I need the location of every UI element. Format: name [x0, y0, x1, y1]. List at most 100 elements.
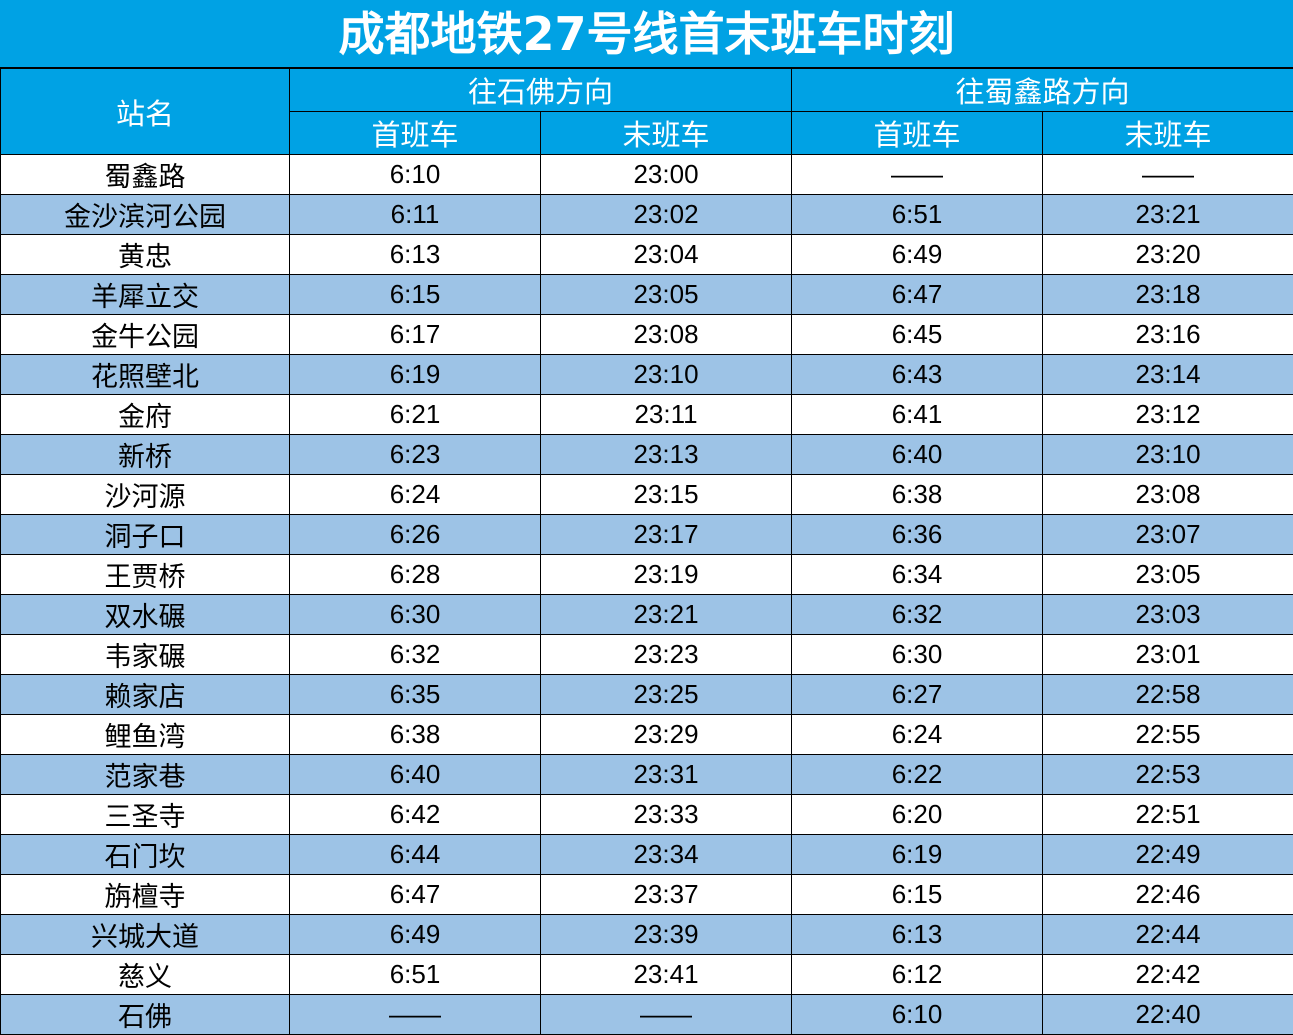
first-train-shuxinlu-cell: 6:27	[792, 675, 1043, 715]
first-train-shifo-cell: 6:35	[290, 675, 541, 715]
first-train-shuxinlu-cell: 6:19	[792, 835, 1043, 875]
last-train-shifo-cell: 23:05	[541, 275, 792, 315]
station-name-cell: 蜀鑫路	[1, 155, 290, 195]
station-name-cell: 旃檀寺	[1, 875, 290, 915]
first-train-shifo-cell: 6:51	[290, 955, 541, 995]
last-train-shifo-cell: 23:13	[541, 435, 792, 475]
last-train-shifo-cell: 23:15	[541, 475, 792, 515]
station-name-cell: 慈义	[1, 955, 290, 995]
last-train-shuxinlu-cell: 22:55	[1043, 715, 1293, 755]
header-first-train: 首班车	[290, 112, 541, 155]
station-name-cell: 金沙滨河公园	[1, 195, 290, 235]
last-train-shifo-cell: 23:17	[541, 515, 792, 555]
first-train-shifo-cell: 6:15	[290, 275, 541, 315]
first-train-shifo-cell: 6:30	[290, 595, 541, 635]
first-train-shifo-cell: 6:49	[290, 915, 541, 955]
first-train-shuxinlu-cell: 6:22	[792, 755, 1043, 795]
header-first-train: 首班车	[792, 112, 1043, 155]
station-name-cell: 洞子口	[1, 515, 290, 555]
first-train-shuxinlu-cell: 6:41	[792, 395, 1043, 435]
first-train-shifo-cell: 6:21	[290, 395, 541, 435]
first-train-shifo-cell: 6:17	[290, 315, 541, 355]
first-train-shuxinlu-cell: 6:30	[792, 635, 1043, 675]
last-train-shifo-cell: 23:31	[541, 755, 792, 795]
first-train-shuxinlu-cell: 6:49	[792, 235, 1043, 275]
station-name-cell: 新桥	[1, 435, 290, 475]
station-name-cell: 三圣寺	[1, 795, 290, 835]
first-train-shuxinlu-cell: 6:32	[792, 595, 1043, 635]
first-train-shuxinlu-cell: 6:34	[792, 555, 1043, 595]
last-train-shifo-cell: 23:19	[541, 555, 792, 595]
station-name-cell: 韦家碾	[1, 635, 290, 675]
last-train-shifo-cell: 23:39	[541, 915, 792, 955]
station-name-cell: 赖家店	[1, 675, 290, 715]
last-train-shuxinlu-cell: 22:53	[1043, 755, 1293, 795]
first-train-shuxinlu-cell: 6:24	[792, 715, 1043, 755]
last-train-shuxinlu-cell: 23:10	[1043, 435, 1293, 475]
last-train-shifo-cell: 23:11	[541, 395, 792, 435]
last-train-shuxinlu-cell: 23:03	[1043, 595, 1293, 635]
timetable-sheet: 成都地铁27号线首末班车时刻 站名 往石佛方向 往蜀鑫路方向 首班车 末班车 首…	[0, 0, 1293, 985]
first-train-shifo-cell: 6:42	[290, 795, 541, 835]
last-train-shuxinlu-cell: 23:21	[1043, 195, 1293, 235]
last-train-shifo-cell: 23:04	[541, 235, 792, 275]
page-title: 成都地铁27号线首末班车时刻	[0, 0, 1293, 68]
first-train-shifo-cell: 6:32	[290, 635, 541, 675]
first-train-shuxinlu-cell: 6:20	[792, 795, 1043, 835]
last-train-shifo-cell: 23:37	[541, 875, 792, 915]
last-train-shifo-cell: 23:25	[541, 675, 792, 715]
first-train-shifo-cell: 6:23	[290, 435, 541, 475]
first-train-shuxinlu-cell: 6:45	[792, 315, 1043, 355]
station-name-cell: 兴城大道	[1, 915, 290, 955]
last-train-shuxinlu-cell: 23:16	[1043, 315, 1293, 355]
station-name-cell: 王贾桥	[1, 555, 290, 595]
first-train-shuxinlu-cell: ——	[792, 155, 1043, 195]
first-train-shuxinlu-cell: 6:40	[792, 435, 1043, 475]
station-name-cell: 沙河源	[1, 475, 290, 515]
first-train-shuxinlu-cell: 6:51	[792, 195, 1043, 235]
station-name-cell: 黄忠	[1, 235, 290, 275]
last-train-shifo-cell: 23:21	[541, 595, 792, 635]
last-train-shifo-cell: 23:23	[541, 635, 792, 675]
first-train-shifo-cell: 6:26	[290, 515, 541, 555]
first-train-shuxinlu-cell: 6:36	[792, 515, 1043, 555]
first-train-shifo-cell: ——	[290, 995, 541, 1035]
header-direction-shifo: 往石佛方向	[290, 69, 792, 112]
header-last-train: 末班车	[541, 112, 792, 155]
first-train-shuxinlu-cell: 6:10	[792, 995, 1043, 1035]
last-train-shuxinlu-cell: 22:46	[1043, 875, 1293, 915]
first-train-shuxinlu-cell: 6:43	[792, 355, 1043, 395]
last-train-shuxinlu-cell: 22:51	[1043, 795, 1293, 835]
last-train-shuxinlu-cell: 23:07	[1043, 515, 1293, 555]
station-name-cell: 花照壁北	[1, 355, 290, 395]
last-train-shuxinlu-cell: 23:12	[1043, 395, 1293, 435]
last-train-shuxinlu-cell: 22:40	[1043, 995, 1293, 1035]
last-train-shifo-cell: ——	[541, 995, 792, 1035]
last-train-shuxinlu-cell: 22:49	[1043, 835, 1293, 875]
last-train-shuxinlu-cell: 22:42	[1043, 955, 1293, 995]
last-train-shifo-cell: 23:29	[541, 715, 792, 755]
first-train-shifo-cell: 6:40	[290, 755, 541, 795]
first-train-shifo-cell: 6:10	[290, 155, 541, 195]
first-train-shuxinlu-cell: 6:38	[792, 475, 1043, 515]
last-train-shuxinlu-cell: 22:58	[1043, 675, 1293, 715]
header-last-train: 末班车	[1043, 112, 1293, 155]
last-train-shuxinlu-cell: 23:08	[1043, 475, 1293, 515]
first-train-shuxinlu-cell: 6:47	[792, 275, 1043, 315]
